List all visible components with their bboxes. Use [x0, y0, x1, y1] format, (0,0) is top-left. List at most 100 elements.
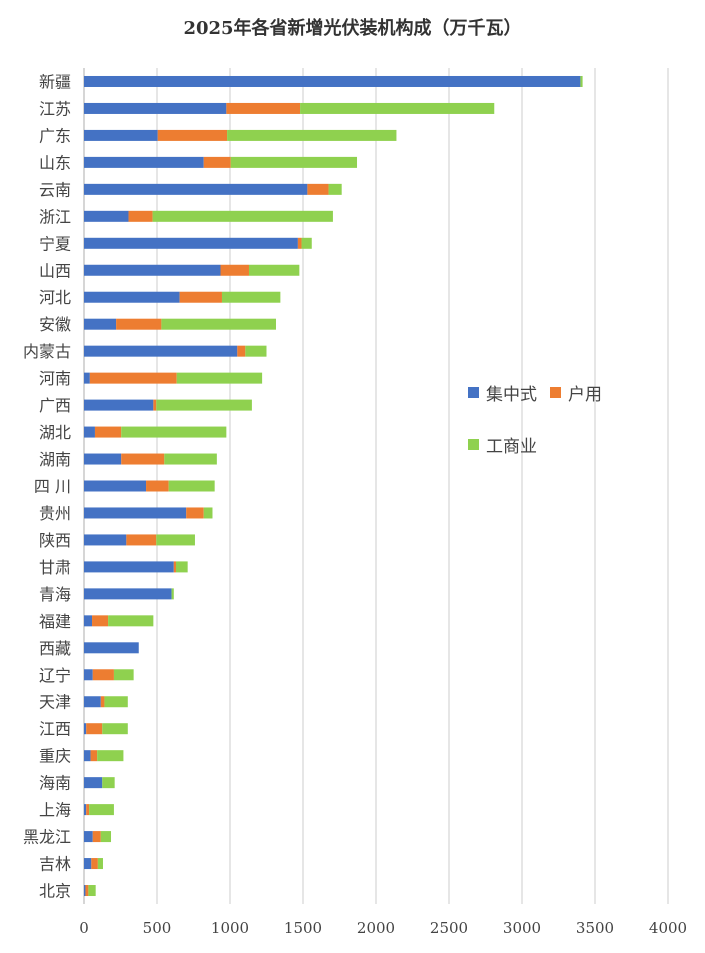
x-tick-label: 1000	[211, 919, 249, 937]
y-category-label: 宁夏	[39, 234, 71, 253]
x-tick-label: 500	[143, 919, 172, 937]
bar-segment	[84, 102, 227, 114]
y-category-label: 河北	[39, 288, 71, 307]
bar-segment	[86, 723, 103, 735]
y-category-label: 黑龙江	[23, 828, 71, 847]
y-category-label: 吉林	[39, 855, 71, 874]
bar-segment	[328, 183, 342, 195]
bar-segment	[89, 804, 114, 816]
bar-segment	[237, 345, 246, 357]
x-tick-label: 2500	[430, 919, 468, 937]
bar-segment	[245, 345, 267, 357]
x-tick-label: 2000	[357, 919, 395, 937]
bar-segment	[108, 615, 154, 627]
legend-item-gongshangye: 工商业	[468, 432, 537, 457]
y-category-label: 广西	[39, 396, 71, 415]
y-category-label: 海南	[39, 774, 71, 793]
bar-segment	[84, 156, 204, 168]
bar-segment	[173, 561, 176, 573]
bar-segment	[84, 588, 172, 600]
bar-segment	[100, 831, 112, 843]
bar-segment	[91, 858, 98, 870]
bar-segment	[92, 831, 101, 843]
bar-segment	[84, 399, 154, 411]
y-category-label: 重庆	[39, 747, 71, 766]
bar-segment	[84, 561, 174, 573]
bar-segment	[171, 588, 174, 600]
bar-segment	[84, 183, 308, 195]
legend-label-gongshangye: 工商业	[486, 437, 537, 457]
bar-segment	[146, 480, 169, 492]
legend-label-jizhongshi: 集中式	[486, 385, 537, 405]
bar-segment	[226, 102, 301, 114]
bar-segment	[121, 426, 227, 438]
bar-segment	[84, 858, 92, 870]
y-category-label: 西藏	[39, 639, 71, 658]
bar-segment	[84, 318, 117, 330]
y-category-label: 内蒙古	[23, 342, 71, 361]
bar-segment	[186, 507, 204, 519]
y-category-label: 甘肃	[39, 558, 71, 577]
x-tick-label: 0	[79, 919, 89, 937]
bar-segment	[126, 534, 157, 546]
bar-segment	[157, 129, 228, 141]
bar-segment	[230, 156, 358, 168]
chart-title: 2025年各省新增光伏装机构成（万千瓦）	[183, 18, 522, 39]
y-category-label: 北京	[39, 882, 71, 901]
bar-segment	[175, 561, 188, 573]
bar-segment	[220, 264, 249, 276]
bar-segment	[301, 237, 312, 249]
y-category-label: 青海	[39, 585, 71, 604]
bar-segment	[84, 75, 581, 87]
bar-segment	[580, 75, 583, 87]
bar-segment	[97, 750, 124, 762]
bar-segment	[92, 615, 109, 627]
y-category-label: 浙江	[39, 207, 71, 226]
bar-segment	[84, 750, 91, 762]
y-category-label: 天津	[39, 693, 71, 712]
bar-segment	[168, 480, 215, 492]
bar-segment	[84, 345, 238, 357]
y-category-label: 陕西	[39, 531, 71, 550]
bar-segment	[128, 210, 153, 222]
bar-segment	[88, 885, 96, 897]
legend-label-huyong: 户用	[568, 385, 602, 405]
bar-segment	[84, 615, 93, 627]
bar-segment	[179, 291, 222, 303]
bar-segment	[84, 885, 86, 897]
bar-segment	[300, 102, 495, 114]
y-category-label: 新疆	[39, 72, 71, 91]
bar-segment	[84, 669, 93, 681]
bar-segment	[90, 750, 98, 762]
legend-swatch-gongshangye	[468, 439, 479, 450]
bar-segment	[102, 723, 128, 735]
bar-segment	[164, 453, 217, 465]
bar-segment	[84, 426, 95, 438]
bar-segment	[104, 696, 128, 708]
bar-segment	[227, 129, 397, 141]
bar-segment	[297, 237, 302, 249]
bar-segment	[161, 318, 276, 330]
bar-segment	[84, 696, 101, 708]
y-category-label: 山西	[39, 261, 71, 280]
bar-segment	[84, 264, 221, 276]
bar-segment	[102, 777, 115, 789]
bar-segment	[92, 669, 114, 681]
y-category-label: 贵州	[39, 504, 71, 523]
y-category-label: 四 川	[34, 477, 71, 496]
bar-segment	[203, 507, 213, 519]
bar-segment	[307, 183, 329, 195]
y-category-label: 安徽	[39, 315, 71, 334]
y-category-label: 江西	[39, 720, 71, 739]
legend-swatch-jizhongshi	[468, 387, 479, 398]
bar-segment	[85, 885, 89, 897]
bar-segment	[97, 858, 103, 870]
bar-segment	[84, 777, 103, 789]
x-tick-label: 3000	[503, 919, 541, 937]
legend-item-huyong: 户用	[550, 380, 602, 405]
bar-segment	[84, 291, 180, 303]
bar-segment	[156, 534, 195, 546]
bar-segment	[121, 453, 165, 465]
y-category-label: 河南	[39, 369, 71, 388]
x-tick-label: 4000	[649, 919, 687, 937]
